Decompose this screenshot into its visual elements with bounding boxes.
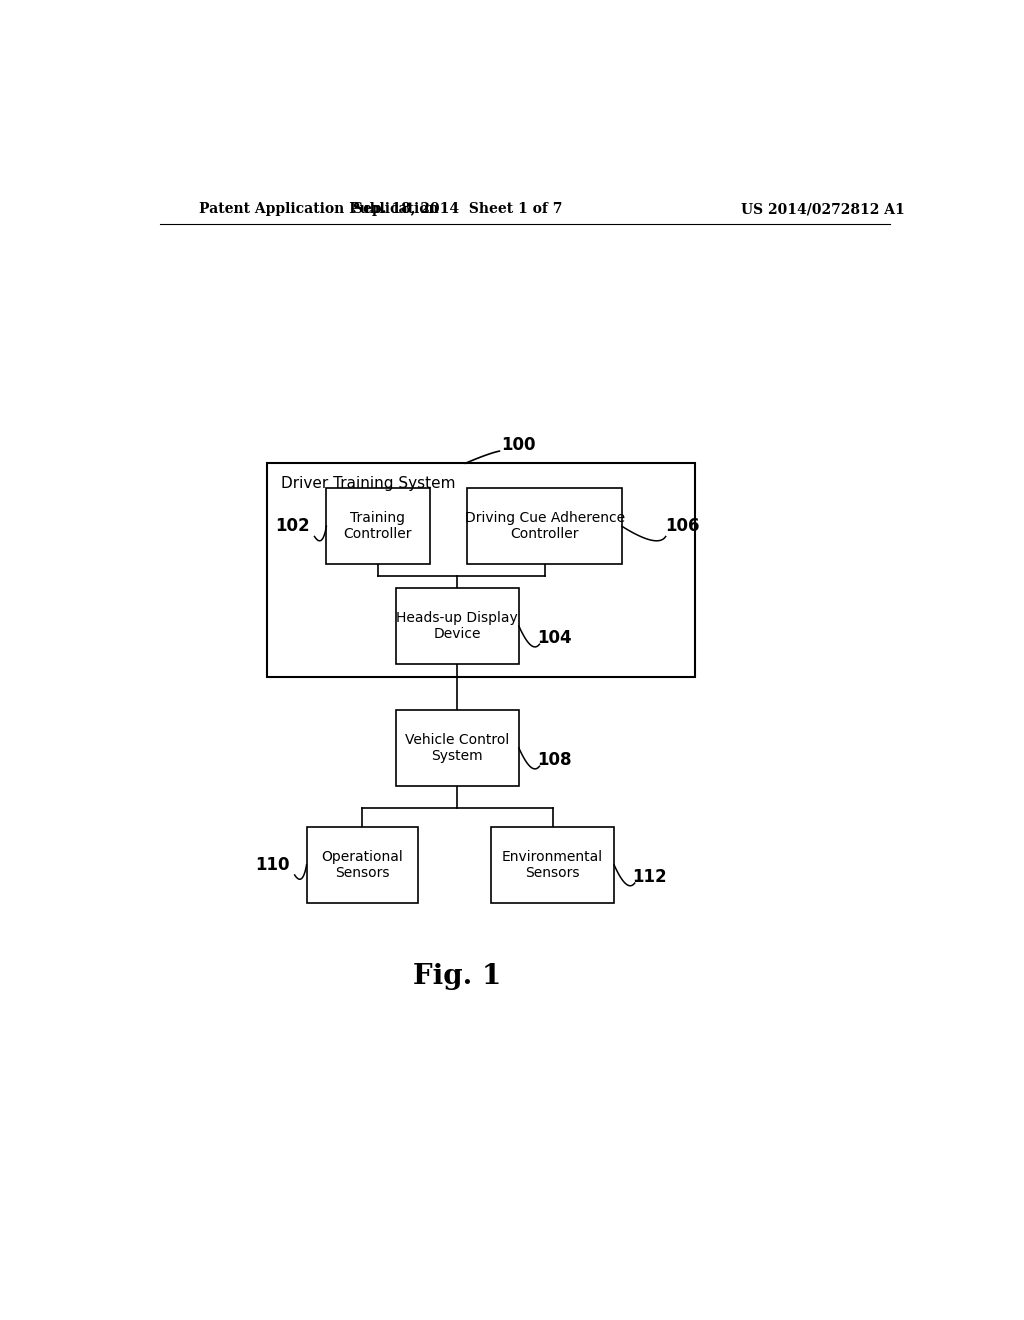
Bar [396, 710, 519, 785]
Text: 102: 102 [274, 517, 309, 536]
Text: Heads-up Display
Device: Heads-up Display Device [396, 611, 518, 642]
Text: 110: 110 [255, 855, 290, 874]
Bar [306, 826, 418, 903]
Text: 100: 100 [501, 436, 536, 454]
Text: Driver Training System: Driver Training System [282, 475, 456, 491]
Text: Patent Application Publication: Patent Application Publication [200, 202, 439, 216]
Bar [396, 587, 519, 664]
Bar [267, 463, 695, 677]
Bar [327, 488, 430, 565]
Bar [492, 826, 614, 903]
Text: 106: 106 [666, 517, 700, 536]
Bar [467, 488, 622, 565]
Text: 108: 108 [538, 751, 571, 770]
Text: Environmental
Sensors: Environmental Sensors [502, 850, 603, 880]
Text: Sep. 18, 2014  Sheet 1 of 7: Sep. 18, 2014 Sheet 1 of 7 [352, 202, 562, 216]
Text: US 2014/0272812 A1: US 2014/0272812 A1 [740, 202, 904, 216]
Text: Fig. 1: Fig. 1 [414, 964, 502, 990]
Text: Training
Controller: Training Controller [344, 511, 413, 541]
Text: Operational
Sensors: Operational Sensors [322, 850, 403, 880]
Text: Driving Cue Adherence
Controller: Driving Cue Adherence Controller [465, 511, 625, 541]
Text: Vehicle Control
System: Vehicle Control System [406, 733, 510, 763]
Text: 104: 104 [538, 630, 571, 647]
Text: 112: 112 [633, 869, 667, 886]
